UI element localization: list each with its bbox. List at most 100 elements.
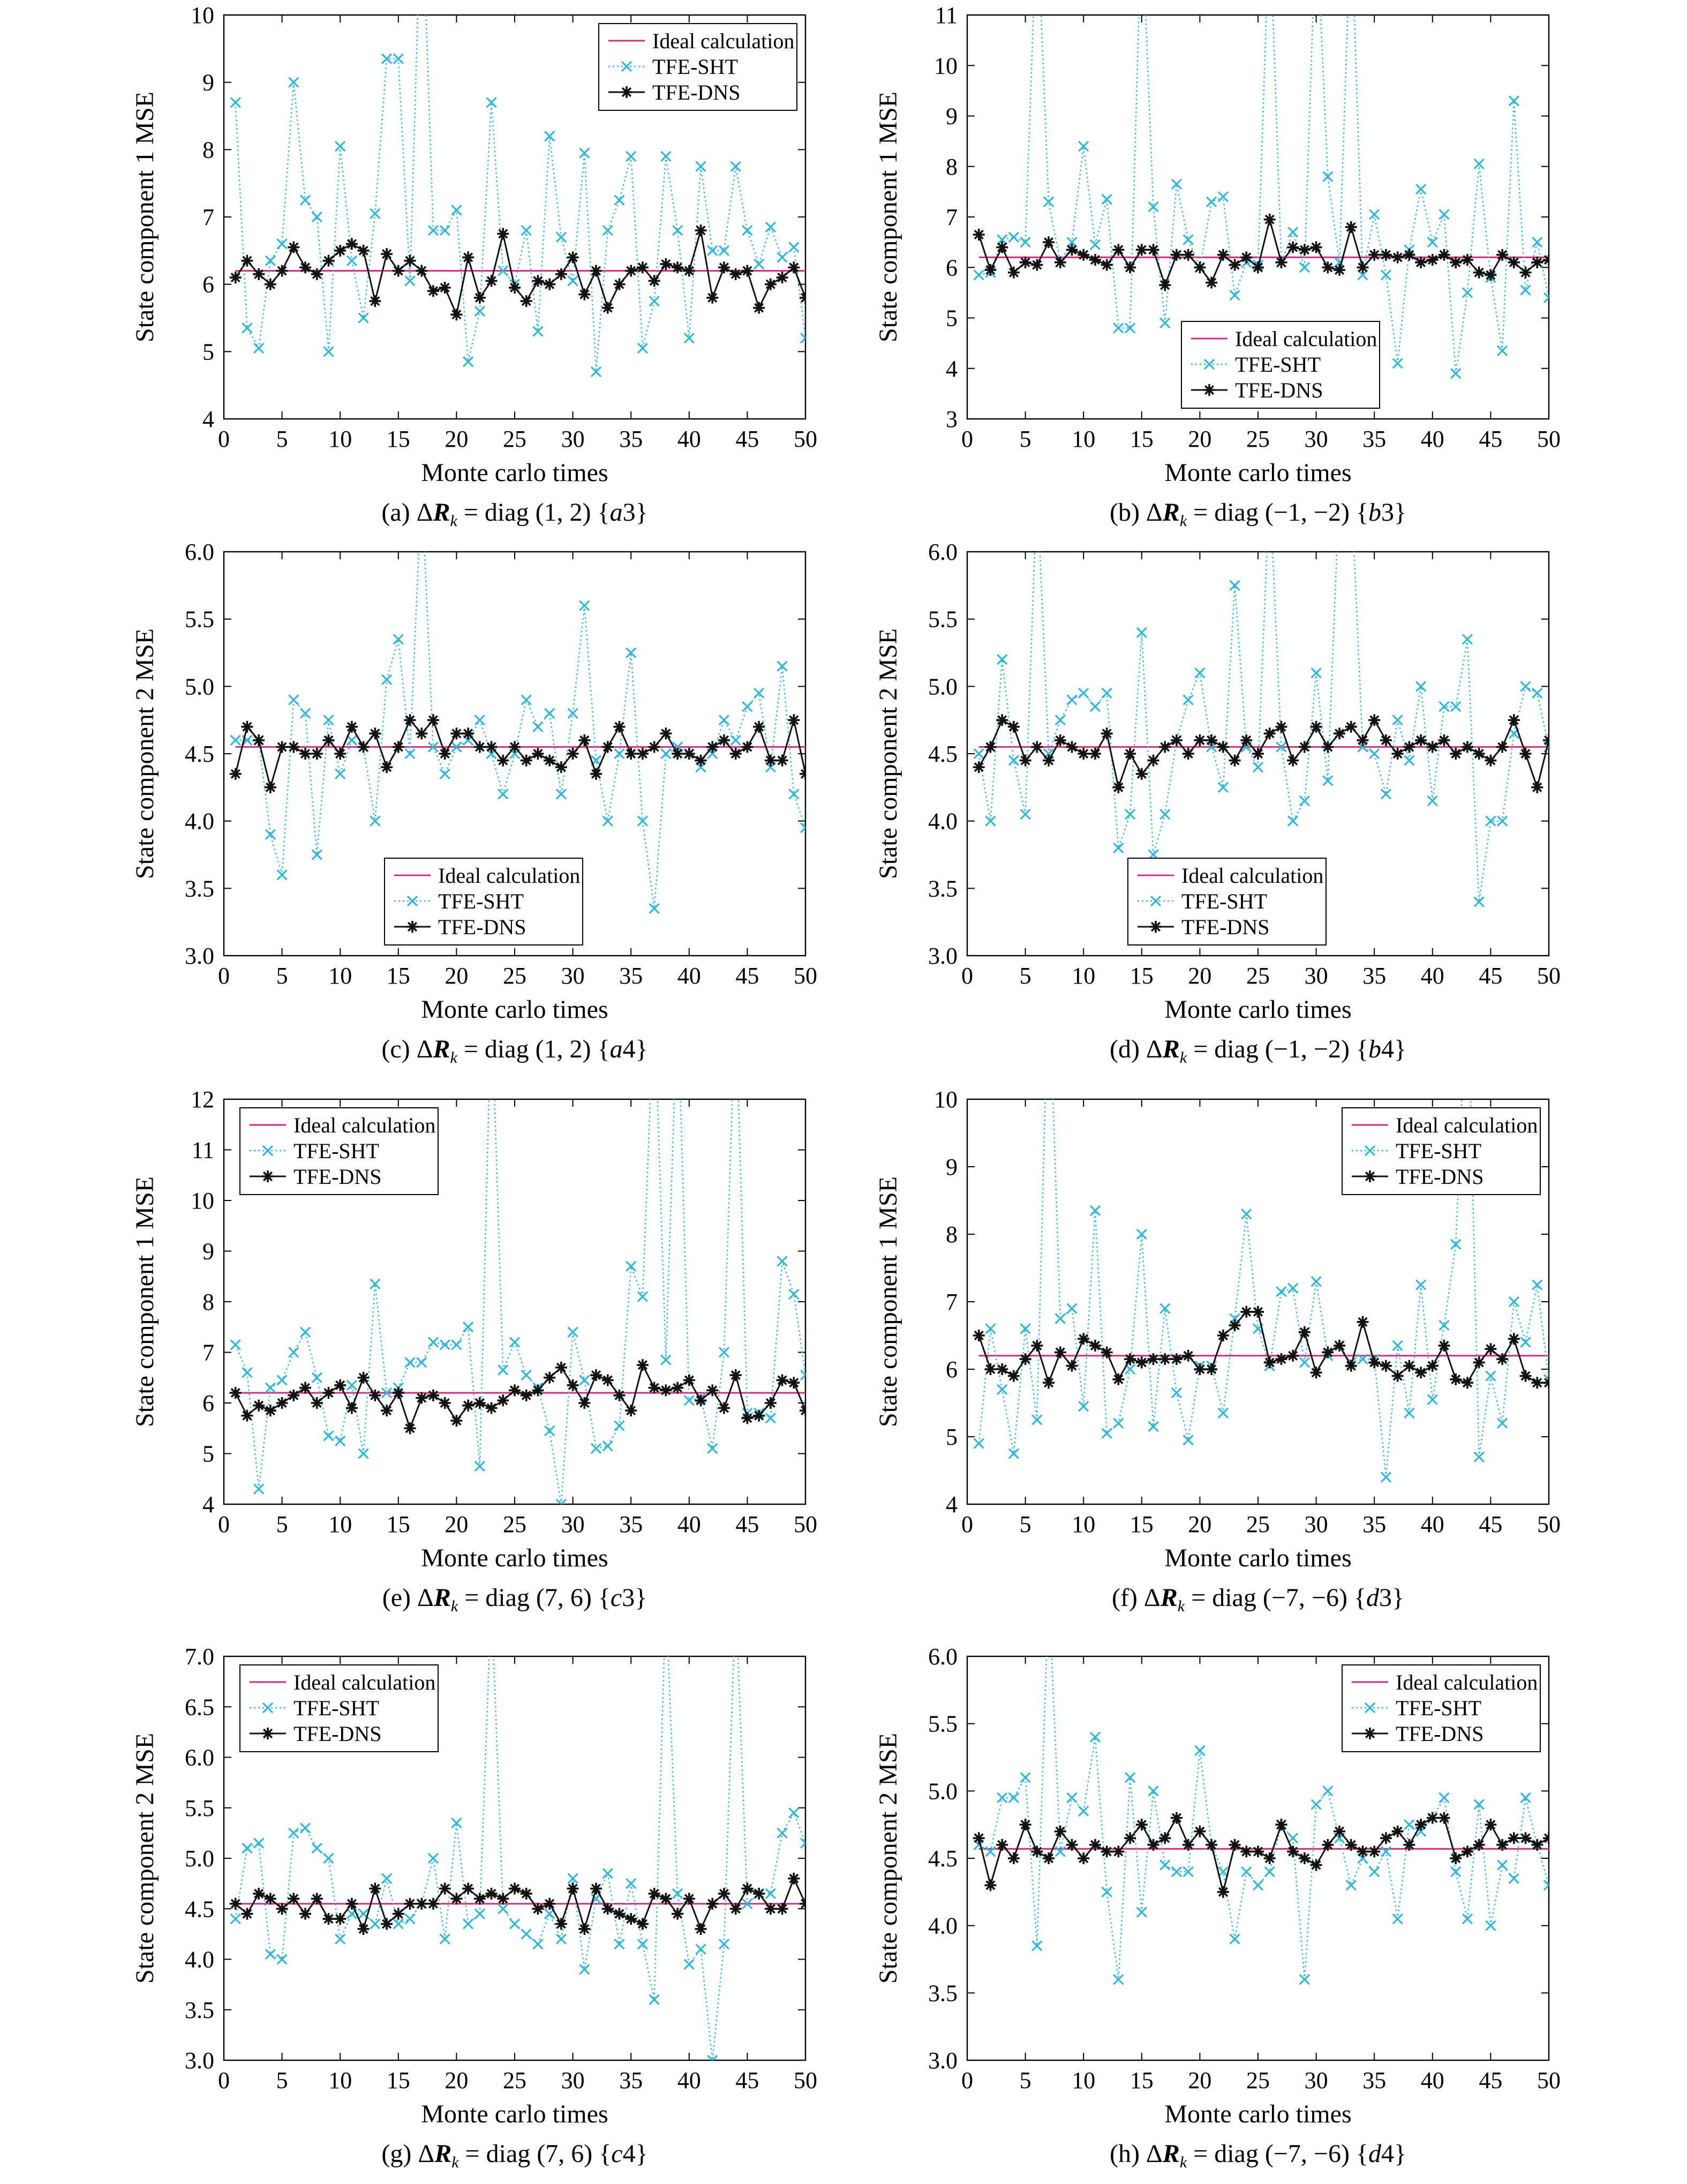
- tfe-sht-point: [1136, 1228, 1147, 1240]
- tfe-dns-point: [996, 1838, 1008, 1851]
- tfe-dns-point: [1438, 249, 1450, 261]
- tfe-dns-point: [1310, 1859, 1322, 1871]
- x-tick-label: 40: [677, 426, 701, 452]
- tfe-sht-point: [1369, 748, 1380, 760]
- tfe-sht-point: [1532, 236, 1543, 248]
- tfe-sht-point: [985, 1323, 996, 1334]
- y-axis-label: State component 1 MSE: [131, 92, 159, 342]
- x-tick-label: 50: [794, 2067, 817, 2093]
- tfe-sht-point: [393, 53, 404, 64]
- tfe-sht-point: [672, 1888, 683, 1900]
- tfe-sht-point: [1496, 345, 1508, 356]
- tfe-dns-point: [450, 727, 463, 740]
- tfe-dns-point: [322, 734, 335, 746]
- tfe-sht-point: [1264, 1866, 1275, 1878]
- x-tick-label: 45: [1479, 426, 1502, 452]
- tfe-dns-point: [996, 1363, 1008, 1375]
- y-axis-label: State component 2 MSE: [131, 1733, 159, 1984]
- tfe-dns-point: [567, 1882, 579, 1895]
- y-tick-label: 10: [191, 2, 214, 28]
- x-tick-label: 30: [561, 426, 585, 452]
- tfe-dns-point: [1519, 1832, 1532, 1844]
- x-tick-label: 0: [961, 963, 973, 989]
- tfe-dns-point: [555, 1918, 567, 1930]
- legend-label: TFE-DNS: [1235, 378, 1323, 402]
- tfe-dns-point: [288, 241, 300, 253]
- tfe-dns-point: [1275, 1819, 1287, 1831]
- tfe-dns-point: [996, 714, 1008, 726]
- tfe-dns-point: [1054, 1825, 1066, 1837]
- tfe-dns-point: [264, 1893, 276, 1905]
- tfe-dns-point: [311, 268, 323, 280]
- tfe-dns-point: [636, 1918, 649, 1930]
- x-tick-label: 25: [1246, 2067, 1270, 2093]
- x-tick-label: 35: [1362, 426, 1386, 452]
- tfe-dns-point: [1380, 1360, 1392, 1372]
- tfe-sht-point: [1415, 681, 1427, 692]
- tfe-dns-point: [1089, 254, 1101, 266]
- x-tick-label: 25: [503, 1511, 526, 1537]
- tfe-sht-line: [978, 1656, 1549, 1980]
- tfe-dns-point: [544, 754, 556, 767]
- tfe-dns-point: [1508, 1832, 1520, 1844]
- tfe-dns-point: [1531, 1838, 1543, 1851]
- x-tick-label: 15: [387, 426, 410, 452]
- legend-label: Ideal calculation: [652, 29, 794, 53]
- tfe-dns-point: [1007, 266, 1020, 279]
- tfe-sht-point: [985, 1846, 996, 1857]
- x-tick-label: 45: [735, 1511, 759, 1537]
- tfe-sht-point: [1113, 1417, 1124, 1429]
- x-axis-label: Monte carlo times: [1164, 2100, 1351, 2128]
- tfe-dns-point: [1287, 241, 1299, 253]
- tfe-sht-point: [242, 1843, 253, 1854]
- x-tick-label: 5: [1020, 963, 1031, 989]
- x-axis-label: Monte carlo times: [421, 2100, 608, 2128]
- tfe-sht-point: [997, 1792, 1008, 1804]
- tfe-dns-point: [462, 251, 475, 264]
- tfe-dns-point: [532, 1903, 544, 1915]
- tfe-dns-point: [1252, 1845, 1264, 1858]
- tfe-dns-point: [520, 754, 532, 767]
- tfe-dns-point: [392, 1908, 404, 1920]
- tfe-dns-point: [1450, 1373, 1462, 1385]
- tfe-dns-point: [984, 1879, 997, 1892]
- y-tick-label: 4: [202, 406, 214, 432]
- tfe-dns-point: [1252, 748, 1264, 760]
- tfe-dns-point: [1461, 1845, 1473, 1858]
- tfe-sht-point: [672, 225, 683, 236]
- tfe-dns-point: [1170, 734, 1183, 746]
- tfe-sht-point: [661, 1591, 671, 1601]
- panel-caption: (h) ΔRk = diag (−7, −6) {d4}: [1110, 2140, 1406, 2171]
- y-axis-label: State component 2 MSE: [874, 628, 902, 879]
- tfe-dns-point: [1485, 754, 1497, 767]
- tfe-sht-point: [1543, 1880, 1549, 1891]
- tfe-dns-point: [683, 1374, 695, 1386]
- y-tick-label: 7: [946, 204, 958, 230]
- x-tick-label: 0: [961, 2067, 973, 2093]
- tfe-sht-point: [346, 1379, 358, 1391]
- tfe-sht-point: [544, 708, 555, 719]
- legend-marker-dns: [1364, 1170, 1376, 1182]
- x-tick-label: 30: [561, 963, 585, 989]
- tfe-sht-point: [1055, 715, 1066, 726]
- tfe-dns-point: [1019, 1353, 1031, 1365]
- x-tick-label: 15: [1130, 426, 1154, 452]
- tfe-sht-point: [381, 674, 393, 685]
- tfe-sht-point: [649, 1994, 660, 2006]
- tfe-sht-point: [1392, 1913, 1403, 1925]
- tfe-sht-point: [1008, 1448, 1020, 1459]
- tfe-dns-point: [381, 761, 393, 774]
- tfe-sht-point: [439, 225, 450, 236]
- y-axis-label: State component 2 MSE: [874, 1733, 902, 1984]
- y-tick-label: 8: [202, 1289, 214, 1315]
- tfe-sht-point: [1450, 368, 1462, 379]
- tfe-dns-point: [299, 261, 312, 274]
- x-tick-label: 15: [1130, 1511, 1154, 1537]
- tfe-sht-point: [1252, 1880, 1264, 1891]
- x-tick-label: 40: [677, 2067, 701, 2093]
- tfe-sht-point: [614, 1420, 625, 1431]
- tfe-sht-point: [335, 1435, 346, 1447]
